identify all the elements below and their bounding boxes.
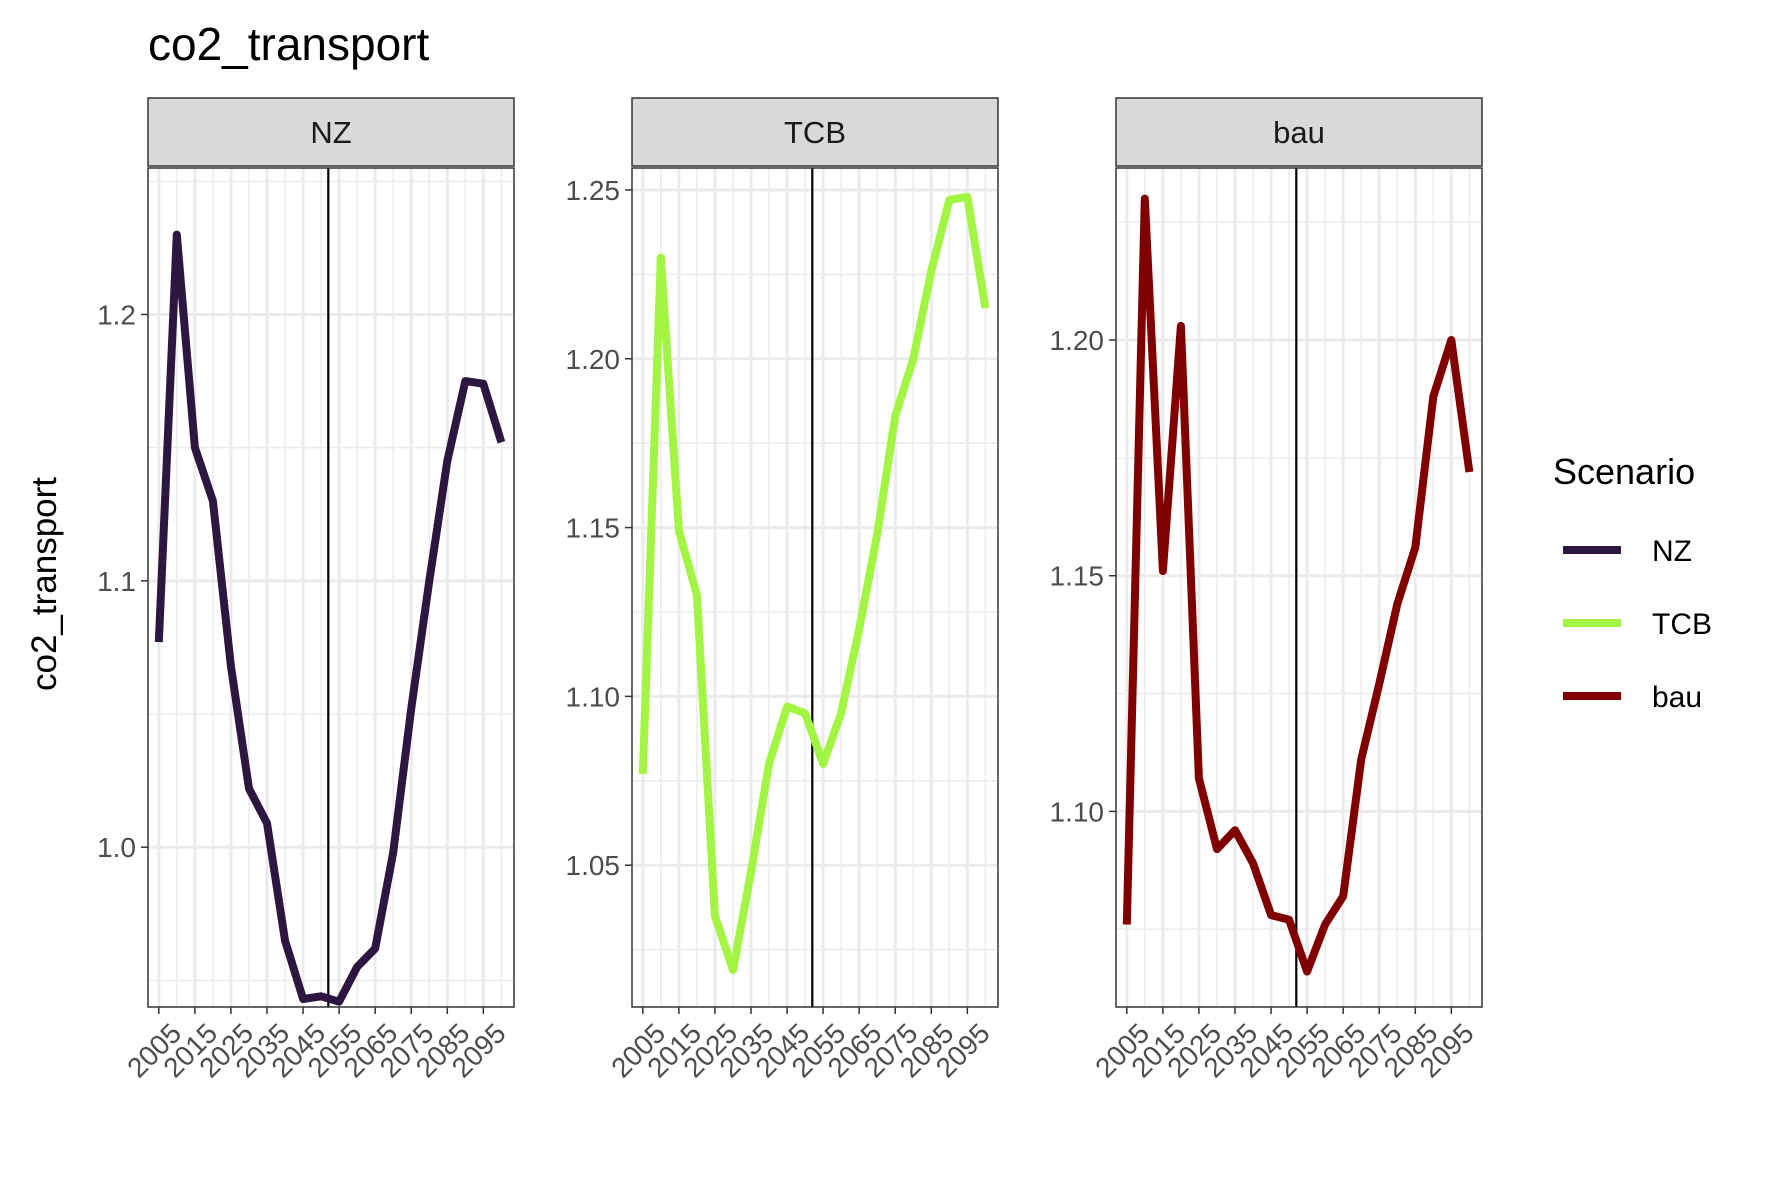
panel-border xyxy=(1115,167,1483,1008)
y-tick-label: 1.15 xyxy=(1050,561,1105,592)
legend-label: bau xyxy=(1652,681,1702,714)
facet-panels: NZ1.01.11.220052015202520352045205520652… xyxy=(97,97,1483,1083)
facet-panel-TCB: TCB1.051.101.151.201.2520052015202520352… xyxy=(566,97,999,1083)
y-tick-label: 1.1 xyxy=(97,566,136,597)
y-axis-title: co2_transport xyxy=(25,477,64,691)
strip-background xyxy=(147,97,515,167)
chart-title: co2_transport xyxy=(148,18,429,70)
y-tick-label: 1.15 xyxy=(566,513,621,544)
legend-title: Scenario xyxy=(1553,451,1695,492)
plot-background xyxy=(632,168,998,1007)
y-tick-label: 1.20 xyxy=(1050,325,1105,356)
y-tick-label: 1.10 xyxy=(566,681,621,712)
facet-panel-NZ: NZ1.01.11.220052015202520352045205520652… xyxy=(97,97,515,1083)
series-line-bau xyxy=(1122,194,1474,976)
strip-label: TCB xyxy=(784,115,846,150)
strip-label: bau xyxy=(1273,115,1325,150)
y-tick-label: 1.2 xyxy=(97,299,136,330)
y-tick-label: 1.25 xyxy=(566,175,621,206)
y-tick-label: 1.05 xyxy=(566,850,621,881)
plot-background xyxy=(148,168,514,1007)
legend-label: TCB xyxy=(1652,608,1712,641)
legend-label: NZ xyxy=(1652,535,1692,568)
strip-background xyxy=(631,97,999,167)
strip-label: NZ xyxy=(310,115,351,150)
y-tick-label: 1.10 xyxy=(1050,796,1105,827)
series-line-NZ xyxy=(154,230,506,1006)
series-line-TCB xyxy=(638,192,990,974)
panel-border xyxy=(631,167,999,1008)
y-tick-label: 1.0 xyxy=(97,832,136,863)
panel-border xyxy=(147,167,515,1008)
y-tick-label: 1.20 xyxy=(566,344,621,375)
strip-background xyxy=(1115,97,1483,167)
plot-background xyxy=(1116,168,1482,1007)
legend: Scenario NZ TCB bau xyxy=(1553,451,1712,714)
facet-panel-bau: bau1.101.151.202005201520252035204520552… xyxy=(1050,97,1483,1083)
